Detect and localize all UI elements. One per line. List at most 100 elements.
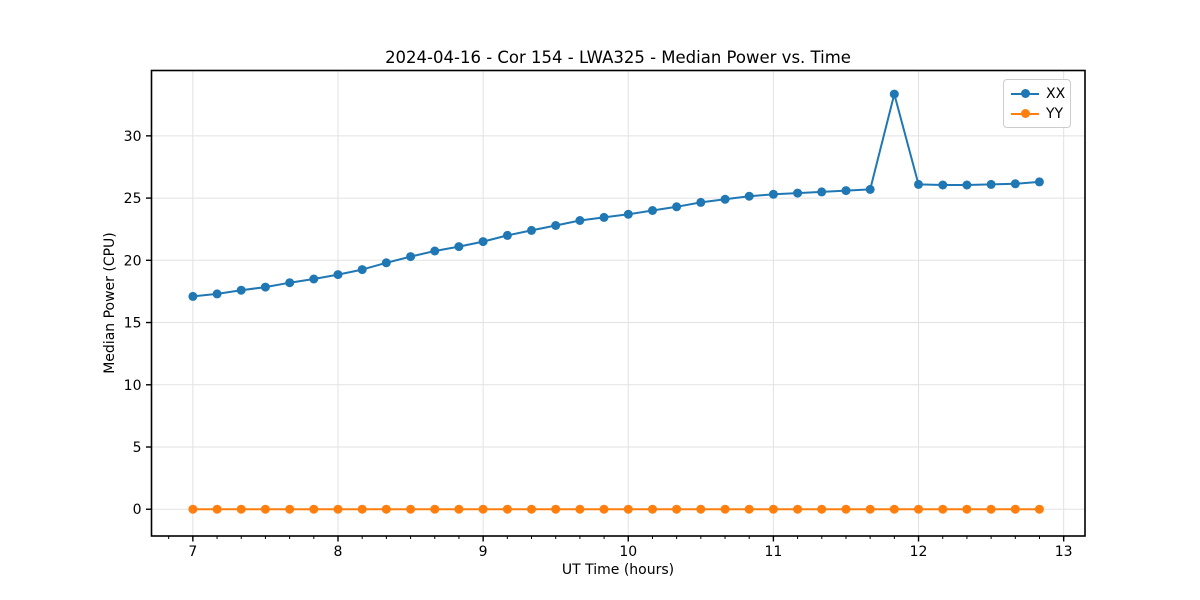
x-tick-label: 11 bbox=[764, 544, 782, 560]
series-yy-marker bbox=[648, 504, 657, 514]
series-yy-marker bbox=[623, 504, 633, 514]
x-tick-label: 12 bbox=[910, 544, 928, 560]
y-tick-label: 25 bbox=[124, 191, 142, 207]
y-tick-label: 15 bbox=[124, 316, 142, 332]
series-xx-marker bbox=[599, 212, 609, 222]
series-yy-marker bbox=[575, 504, 585, 514]
series-yy-marker bbox=[454, 504, 464, 514]
legend-label-yy: YY bbox=[1046, 105, 1064, 122]
legend-line-marker-xx-icon bbox=[1011, 89, 1039, 99]
series-xx-marker bbox=[817, 187, 827, 197]
y-tick-label: 10 bbox=[124, 378, 142, 394]
legend-label-xx: XX bbox=[1046, 85, 1066, 102]
series-yy-marker bbox=[672, 504, 682, 514]
series-xx-marker bbox=[793, 188, 803, 198]
series-xx-marker bbox=[623, 209, 633, 219]
series-xx-marker bbox=[889, 89, 899, 99]
series-xx-marker bbox=[381, 258, 391, 268]
series-xx-marker bbox=[551, 221, 561, 230]
y-tick-label: 30 bbox=[124, 129, 142, 145]
series-xx-marker bbox=[768, 189, 778, 199]
series-yy-marker bbox=[696, 504, 706, 514]
series-xx-marker bbox=[212, 289, 222, 299]
series-yy-marker bbox=[962, 504, 972, 514]
series-yy-marker bbox=[430, 504, 440, 514]
series-xx-marker bbox=[406, 252, 416, 262]
series-xx-marker bbox=[962, 180, 972, 190]
series-xx-marker bbox=[309, 274, 319, 284]
series-yy-marker bbox=[333, 504, 343, 514]
legend-entry-yy: YY bbox=[1011, 105, 1064, 122]
axes-spines bbox=[150, 69, 1086, 537]
series-xx-marker bbox=[672, 202, 682, 212]
series-yy-marker bbox=[478, 504, 488, 514]
series-yy-marker bbox=[914, 504, 923, 514]
x-tick-label: 10 bbox=[619, 544, 637, 560]
series-xx-marker bbox=[865, 184, 875, 194]
x-axis-label: UT Time (hours) bbox=[561, 562, 675, 578]
series-xx-marker bbox=[648, 206, 657, 215]
chart-title: 2024-04-16 - Cor 154 - LWA325 - Median P… bbox=[385, 48, 851, 67]
x-tick-label: 9 bbox=[479, 544, 488, 560]
series-yy-marker bbox=[599, 504, 609, 514]
series-yy-marker bbox=[817, 504, 827, 514]
series-xx-marker bbox=[333, 270, 343, 280]
series-yy-marker bbox=[768, 504, 778, 514]
series-yy-marker bbox=[551, 504, 561, 514]
series-yy-marker bbox=[260, 504, 270, 514]
series-yy-marker bbox=[1034, 504, 1044, 514]
series-yy-marker bbox=[793, 504, 803, 514]
series-yy-marker bbox=[381, 504, 391, 514]
series-xx-marker bbox=[236, 285, 246, 295]
series-xx-marker bbox=[527, 225, 536, 235]
x-tick-label: 7 bbox=[188, 544, 197, 560]
series-xx-marker bbox=[914, 179, 923, 189]
series-xx-marker bbox=[502, 230, 512, 240]
series-yy-marker bbox=[285, 504, 295, 514]
series-yy-marker bbox=[309, 504, 319, 514]
series-xx-marker bbox=[430, 246, 440, 256]
y-axis-label: Median Power (CPU) bbox=[102, 232, 118, 374]
x-tick-label: 13 bbox=[1055, 544, 1073, 560]
series-xx-marker bbox=[744, 191, 754, 201]
x-tick-label: 8 bbox=[334, 544, 343, 560]
series-xx-line bbox=[192, 93, 1040, 298]
series-xx-marker bbox=[478, 237, 488, 247]
series-yy-marker bbox=[357, 504, 367, 514]
series-yy-marker bbox=[502, 504, 512, 514]
series-yy-marker bbox=[841, 504, 851, 514]
series-xx-marker bbox=[1010, 179, 1020, 189]
series-xx-marker bbox=[720, 194, 730, 204]
series-xx-marker bbox=[575, 216, 585, 225]
series-yy-marker bbox=[744, 504, 754, 514]
legend: XX YY bbox=[1003, 79, 1071, 128]
legend-entry-xx: XX bbox=[1011, 85, 1066, 102]
y-tick-label: 5 bbox=[133, 440, 142, 456]
series-xx-marker bbox=[260, 282, 270, 292]
series-xx-marker bbox=[285, 278, 295, 288]
series-xx-marker bbox=[1034, 177, 1044, 187]
series-yy-marker bbox=[236, 504, 246, 514]
series-yy-marker bbox=[527, 504, 536, 514]
series-yy-marker bbox=[1010, 504, 1020, 514]
legend-line-marker-yy-icon bbox=[1011, 109, 1039, 119]
series-yy-marker bbox=[720, 504, 730, 514]
series-yy-marker bbox=[406, 504, 416, 514]
series-xx-marker bbox=[454, 242, 464, 252]
series-xx-marker bbox=[986, 179, 996, 189]
series-yy-marker bbox=[889, 504, 899, 514]
series-xx-marker bbox=[357, 265, 367, 275]
series-xx-marker bbox=[696, 197, 706, 207]
y-tick-label: 20 bbox=[124, 253, 142, 269]
series-xx-marker bbox=[188, 291, 198, 301]
series-yy-marker bbox=[212, 504, 222, 514]
series-xx-marker bbox=[841, 186, 851, 196]
series-yy-marker bbox=[938, 504, 948, 514]
y-tick-label: 0 bbox=[133, 502, 142, 518]
series-yy-marker bbox=[986, 504, 996, 514]
series-yy-marker bbox=[865, 504, 875, 514]
series-yy-marker bbox=[188, 504, 198, 514]
series-xx-marker bbox=[938, 180, 948, 190]
